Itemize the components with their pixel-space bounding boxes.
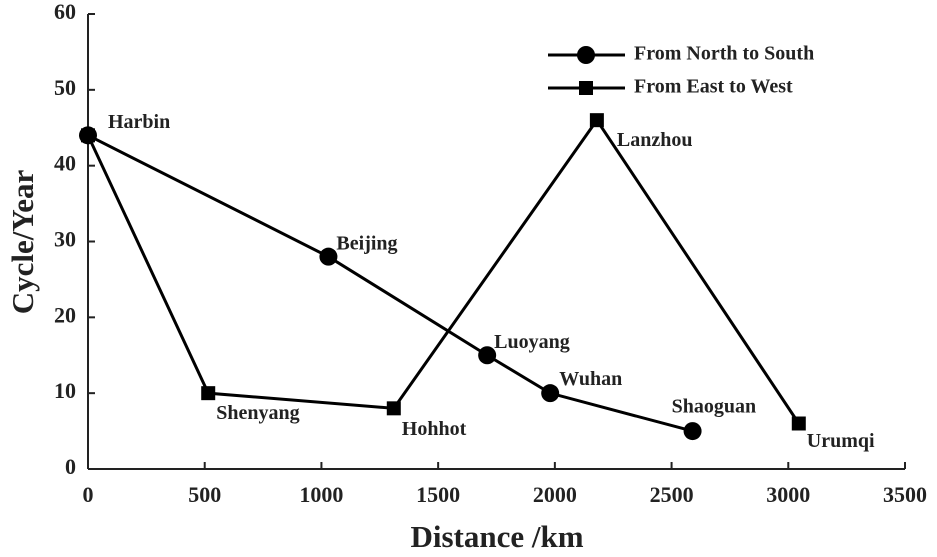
- point-label: Luoyang: [494, 331, 570, 353]
- x-tick-label: 1000: [299, 482, 343, 507]
- data-point: [319, 247, 338, 266]
- x-tick-label: 2500: [650, 482, 694, 507]
- series-line: [86, 117, 801, 425]
- data-point: [541, 384, 560, 403]
- point-label: Shenyang: [216, 402, 299, 424]
- y-tick-label: 40: [54, 151, 76, 176]
- data-point: [81, 128, 95, 143]
- x-tick-label: 0: [83, 482, 94, 507]
- point-label: Hohhot: [402, 418, 467, 440]
- point-label: Lanzhou: [617, 129, 693, 151]
- legend-label: From North to South: [634, 43, 814, 65]
- point-label: Shaoguan: [672, 396, 757, 418]
- point-label: Wuhan: [559, 368, 622, 390]
- x-tick-label: 1500: [416, 482, 460, 507]
- legend-marker: [579, 81, 593, 95]
- point-label: Harbin: [108, 111, 170, 133]
- data-point: [589, 113, 604, 128]
- point-label: Urumqi: [807, 430, 875, 452]
- x-tick-label: 3500: [883, 482, 927, 507]
- legend-marker: [577, 46, 595, 64]
- x-tick-label: 500: [188, 482, 221, 507]
- legend-label: From East to West: [634, 76, 793, 98]
- data-point: [478, 346, 497, 365]
- y-tick-label: 20: [54, 302, 76, 327]
- x-axis-label: Distance /km: [410, 519, 583, 554]
- data-point: [386, 401, 401, 416]
- data-point: [201, 386, 216, 401]
- y-tick-label: 30: [54, 227, 76, 252]
- y-tick-label: 50: [54, 75, 76, 100]
- y-axis-label: Cycle/Year: [5, 169, 40, 314]
- x-tick-label: 2000: [533, 482, 577, 507]
- data-point: [791, 416, 806, 431]
- x-tick-label: 3000: [766, 482, 810, 507]
- point-label: Beijing: [336, 232, 397, 254]
- y-tick-label: 10: [54, 378, 76, 403]
- y-tick-label: 60: [54, 0, 76, 24]
- data-point: [683, 422, 702, 441]
- y-tick-label: 0: [65, 454, 76, 479]
